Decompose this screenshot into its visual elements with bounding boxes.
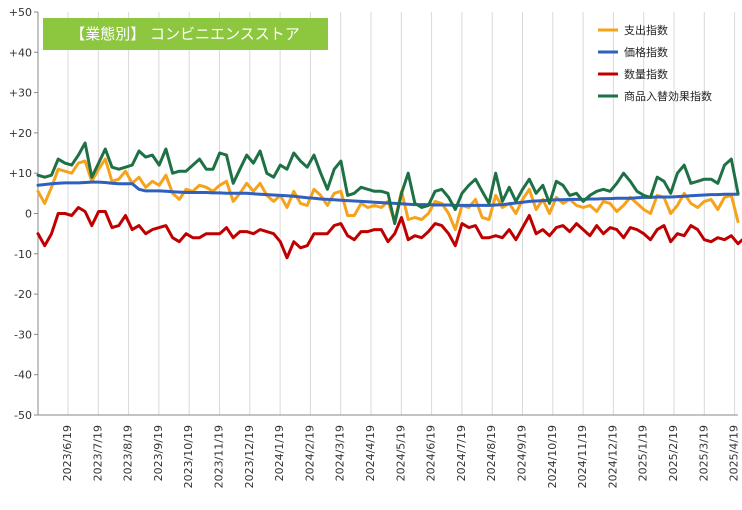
x-tick-label: 2024/7/19 [455,425,468,481]
y-tick-label: +20 [9,127,32,140]
y-tick-label: 0 [25,208,32,221]
x-tick-label: 2024/9/19 [516,425,529,481]
x-tick-label: 2023/11/19 [213,425,226,488]
axes: 2023/6/19 2023/7/19 2023/8/19 2023/9/19 2023… [9,6,741,488]
legend-label: 商品入替効果指数 [624,89,712,103]
chart-title: 【業態別】 コンビニエンスストア [70,25,299,43]
y-tick-label: +10 [9,167,32,180]
x-tick-label: 2024/11/19 [576,425,589,488]
y-tick-label: -20 [14,288,32,301]
x-tick-label: 2024/3/19 [334,425,347,481]
y-tick-label: +30 [9,87,32,100]
x-tick-label: 2023/12/19 [243,425,256,488]
x-tick-label: 2023/9/19 [152,425,165,481]
x-tick-label: 2023/8/19 [122,425,135,481]
series-line [36,206,742,260]
x-tick-label: 2023/7/19 [91,425,104,481]
legend-label: 支出指数 [624,23,668,37]
x-tick-label: 2025/1/19 [637,425,650,481]
grid-lines [67,12,736,415]
x-tick-label: 2025/4/19 [728,425,741,481]
series-line [36,157,740,232]
y-tick-label: -10 [14,248,32,261]
x-tick-label: 2023/6/19 [61,425,74,481]
series-lines [36,141,742,260]
y-tick-label: +40 [9,46,32,59]
chart-title-box: 【業態別】 コンビニエンスストア [43,18,328,50]
y-tick-label: -40 [14,369,32,382]
y-tick-label: -30 [14,328,32,341]
legend-label: 数量指数 [624,67,668,81]
x-tick-label: 2024/6/19 [425,425,438,481]
title-background [43,18,328,50]
series-line [36,180,740,207]
x-tick-label: 2024/2/19 [303,425,316,481]
x-tick-label: 2024/12/19 [606,425,619,488]
x-tick-label: 2025/2/19 [667,425,680,481]
series-line [36,141,740,226]
legend-label: 価格指数 [624,45,668,59]
x-tick-label: 2024/10/19 [546,425,559,488]
x-tick-label: 2025/3/19 [697,425,710,481]
x-tick-label: 2024/1/19 [273,425,286,481]
y-tick-label: +50 [9,6,32,19]
x-tick-label: 2024/8/19 [485,425,498,481]
y-tick-label: -50 [14,409,32,422]
x-tick-label: 2023/10/19 [182,425,195,488]
x-tick-label: 2024/4/19 [364,425,377,481]
x-tick-label: 2024/5/19 [394,425,407,481]
